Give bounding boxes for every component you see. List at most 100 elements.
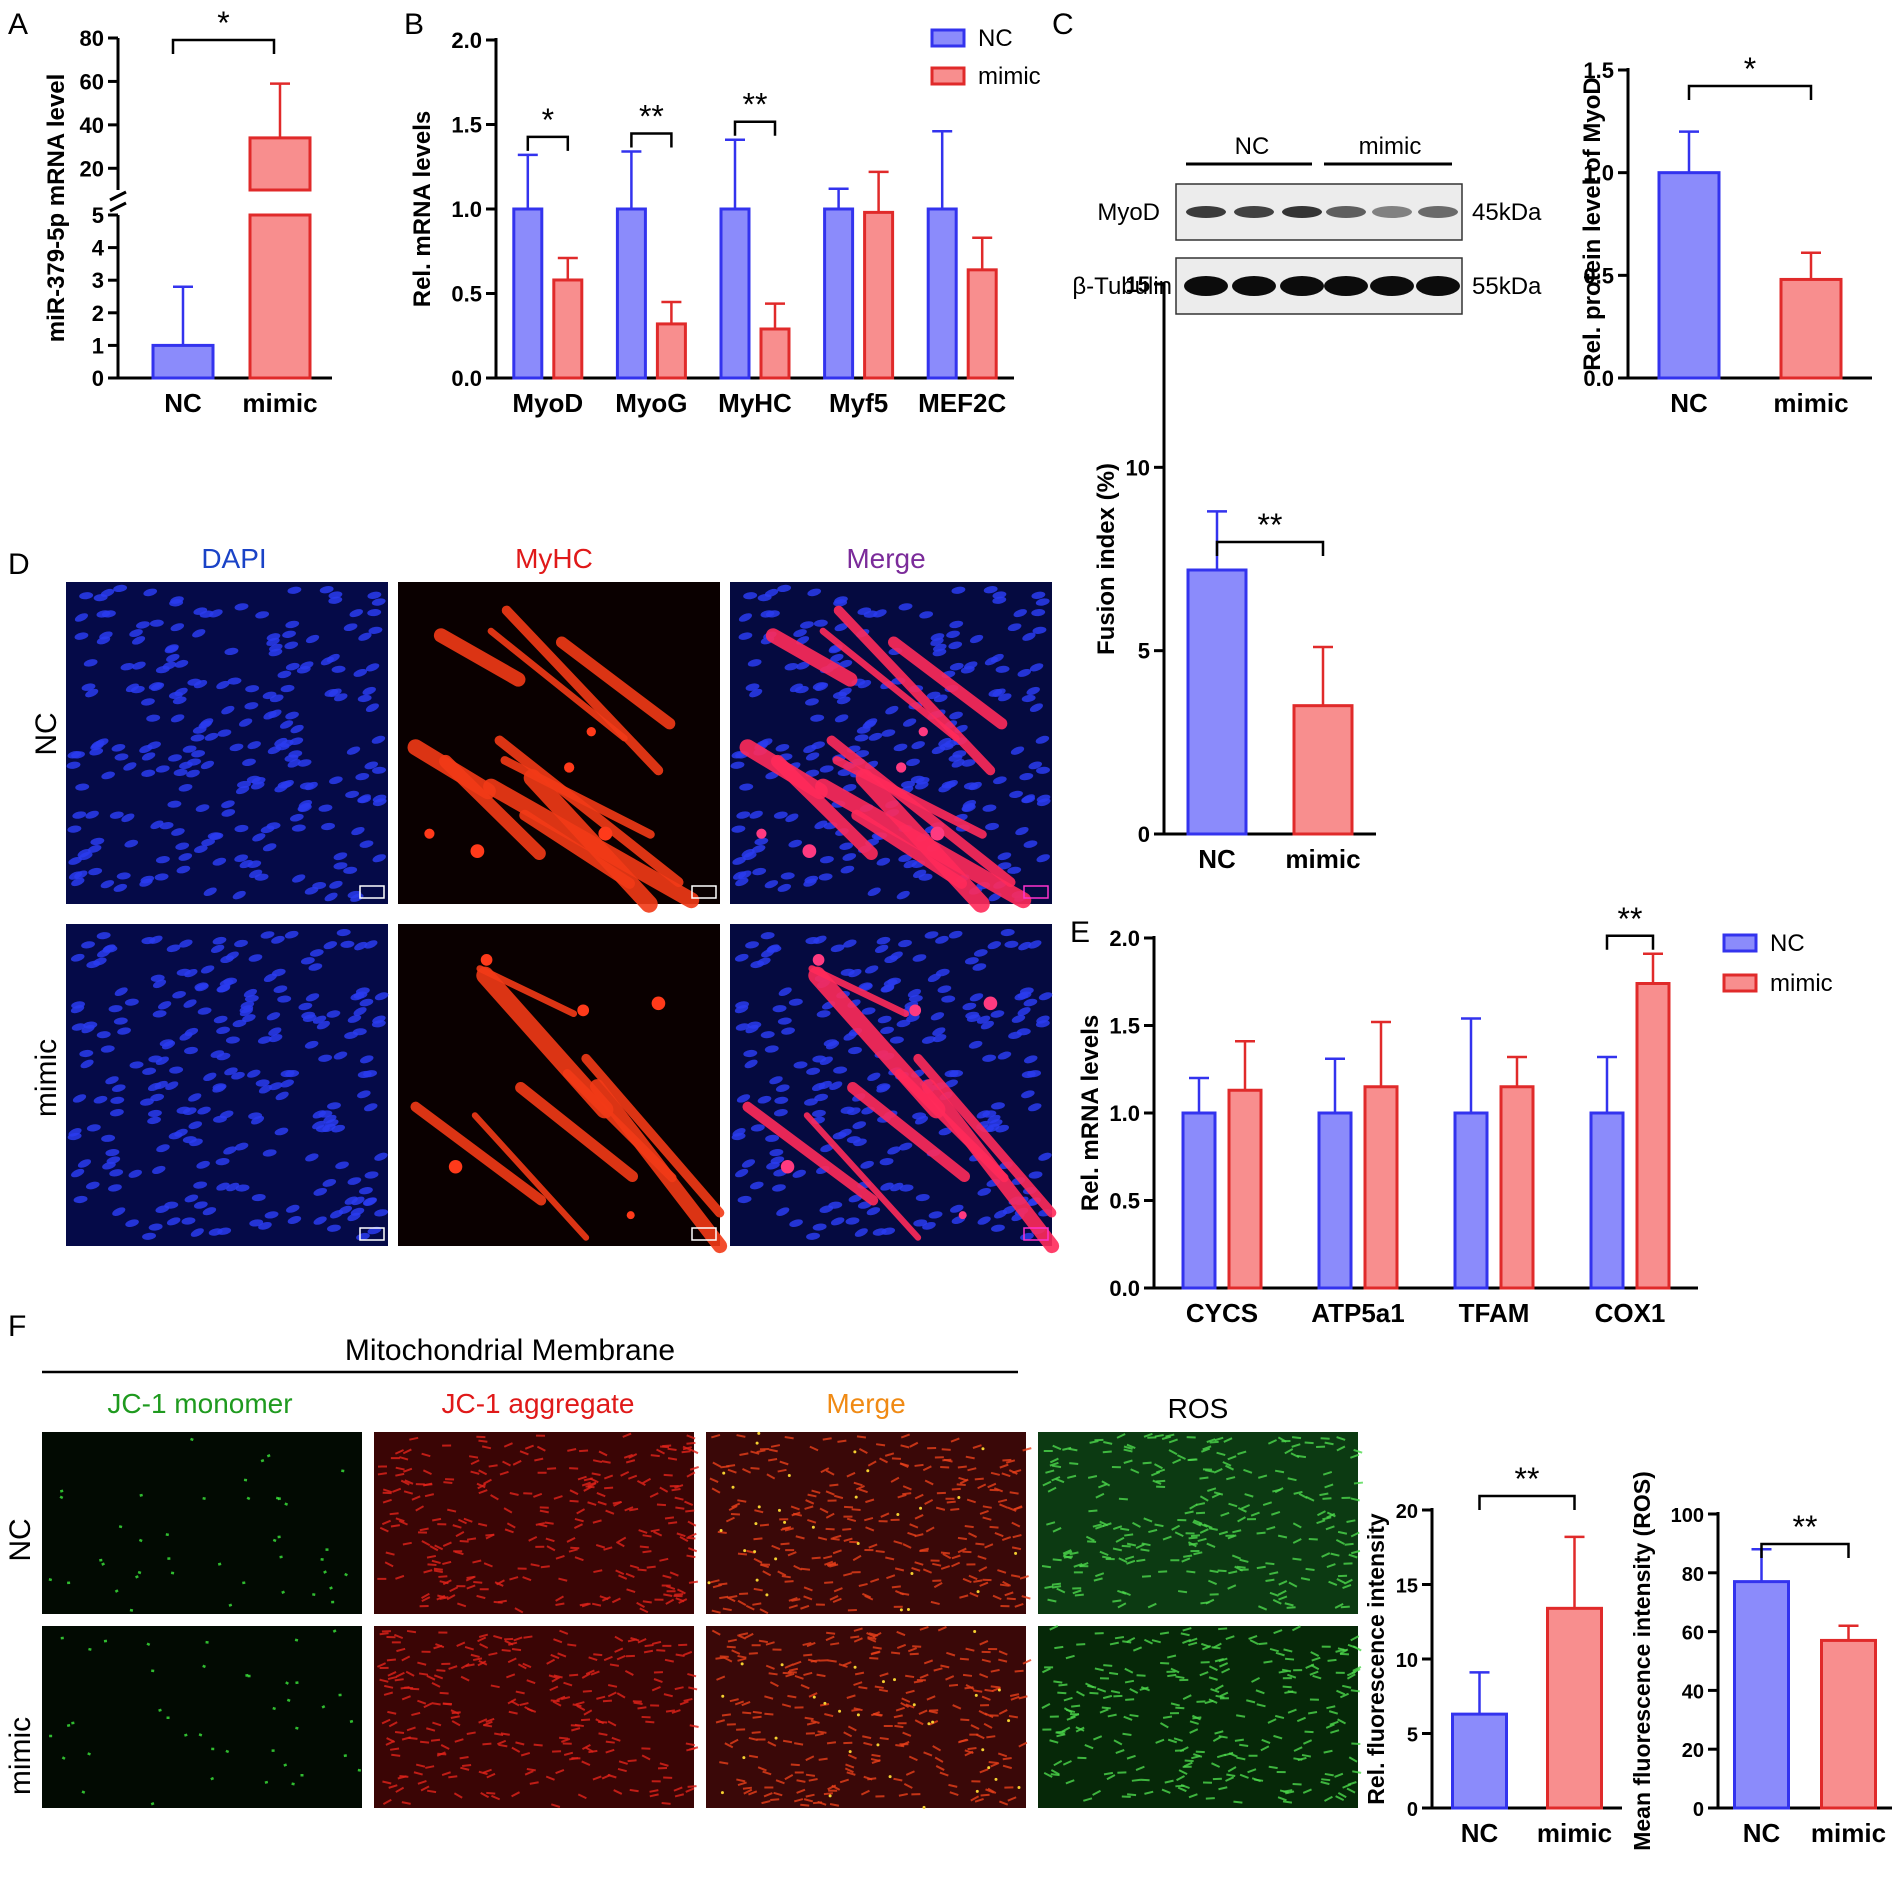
- x-tick-label: NC: [1461, 1818, 1499, 1848]
- cell-mark: [1214, 1658, 1224, 1663]
- nucleus: [898, 603, 913, 611]
- nucleus: [358, 1187, 373, 1195]
- cell-mark: [1335, 1539, 1345, 1545]
- cell-mark: [722, 1607, 732, 1612]
- cell-mark: [482, 1742, 492, 1746]
- cell-mark: [902, 1485, 912, 1491]
- cell-mark: [391, 1753, 401, 1757]
- nucleus: [164, 1201, 179, 1209]
- nucleus: [240, 1001, 255, 1009]
- cell-mark: [853, 1665, 857, 1669]
- cell-mark: [823, 1701, 827, 1705]
- cell-mark: [864, 1594, 874, 1601]
- cell-mark: [1226, 1476, 1236, 1481]
- significance-bracket: [1760, 1542, 1850, 1558]
- nucleus: [125, 1219, 139, 1228]
- cell-mark: [765, 1664, 775, 1670]
- nucleus: [136, 621, 150, 629]
- cell-mark: [1287, 1673, 1297, 1679]
- cell-mark: [750, 1450, 760, 1455]
- cell-mark: [780, 1526, 790, 1531]
- nucleus: [845, 1217, 860, 1225]
- y-tick-label: 0: [1407, 1799, 1418, 1821]
- nucleus: [903, 718, 917, 727]
- y-tick-label: 0.0: [1583, 366, 1614, 391]
- myotube: [494, 735, 684, 888]
- cell-mark: [490, 1494, 499, 1501]
- cell-mark: [781, 1703, 792, 1708]
- cell-mark: [1213, 1468, 1223, 1474]
- cell-mark: [784, 1436, 794, 1440]
- cell-mark: [1236, 1714, 1246, 1718]
- nucleus: [329, 776, 343, 785]
- cell-mark: [1113, 1739, 1123, 1746]
- cell-mark: [909, 1652, 919, 1656]
- significance-bracket: [171, 38, 276, 54]
- nucleus: [121, 813, 135, 823]
- nucleus: [296, 666, 311, 674]
- cell-mark: [982, 1505, 992, 1509]
- cell-mark: [1218, 1627, 1228, 1631]
- nucleus: [182, 745, 197, 753]
- cell-mark: [1266, 1526, 1276, 1531]
- nucleus: [170, 623, 185, 632]
- cell-mark: [1239, 1773, 1249, 1779]
- nucleus: [1023, 840, 1038, 848]
- nucleus: [951, 586, 966, 594]
- nucleus: [898, 1142, 913, 1151]
- cell-mark: [981, 1447, 985, 1451]
- nucleus: [928, 1211, 943, 1219]
- nucleus: [1021, 795, 1036, 804]
- cell-mark: [1202, 1445, 1212, 1451]
- cell-mark: [1066, 1715, 1076, 1721]
- nucleus: [374, 1209, 389, 1217]
- nucleus: [893, 743, 908, 752]
- cell-mark: [385, 1551, 395, 1556]
- nucleus: [247, 1069, 261, 1078]
- cell-mark: [957, 1496, 961, 1500]
- cell-mark: [501, 1649, 511, 1652]
- y-tick-label: 15: [1396, 1576, 1418, 1598]
- cell-mark: [1150, 1471, 1161, 1477]
- nucleus: [66, 761, 81, 769]
- cell-mark: [723, 1656, 733, 1663]
- nucleus: [101, 1134, 116, 1142]
- cell-mark: [418, 1672, 429, 1676]
- cell-mark: [855, 1484, 865, 1491]
- cell-mark: [832, 1549, 842, 1555]
- cell-mark: [1350, 1689, 1360, 1693]
- cell-mark: [1211, 1646, 1221, 1650]
- nucleus: [148, 1223, 163, 1231]
- cell-mark: [1007, 1719, 1011, 1723]
- cell-mark: [468, 1455, 479, 1459]
- nucleus: [985, 822, 999, 831]
- d-image-myhc-nc: [398, 582, 720, 913]
- nucleus: [932, 1027, 946, 1036]
- y-axis-label: Rel. mRNA levels: [409, 111, 436, 308]
- cell-mark: [1047, 1598, 1057, 1603]
- cell-mark: [1334, 1603, 1344, 1609]
- cell-mark: [1342, 1783, 1352, 1789]
- cell-mark: [225, 1749, 230, 1754]
- nucleus: [814, 820, 828, 830]
- cell-mark: [1258, 1605, 1268, 1611]
- cell-mark: [571, 1727, 581, 1732]
- cell-mark: [719, 1761, 729, 1765]
- cell-mark: [663, 1473, 673, 1477]
- cell-mark: [1239, 1558, 1249, 1563]
- cell-debris: [812, 954, 825, 966]
- nucleus: [193, 680, 208, 689]
- nucleus: [949, 662, 964, 671]
- nucleus: [887, 1146, 901, 1155]
- nucleus: [176, 865, 191, 874]
- nucleus: [245, 685, 260, 693]
- nucleus: [100, 588, 115, 597]
- cell-mark: [1183, 1554, 1193, 1558]
- cell-mark: [376, 1662, 387, 1668]
- cell-mark: [547, 1467, 557, 1470]
- cell-mark: [1336, 1689, 1346, 1696]
- cell-mark: [825, 1635, 835, 1642]
- significance-bracket: [630, 132, 673, 148]
- cell-mark: [1019, 1575, 1029, 1580]
- cell-mark: [803, 1595, 813, 1601]
